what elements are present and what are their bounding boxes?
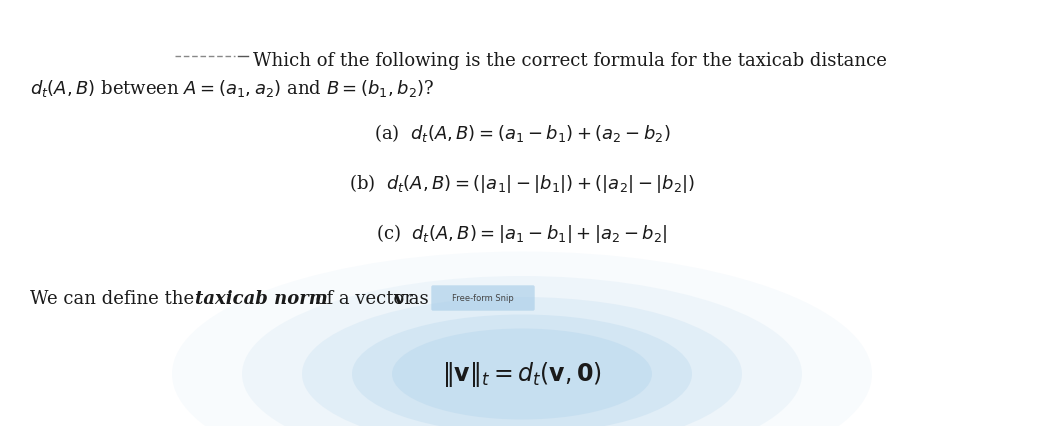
- Ellipse shape: [242, 276, 802, 426]
- Text: v: v: [393, 289, 403, 307]
- Text: (a)  $d_t(A, B) = (a_1 - b_1) + (a_2 - b_2)$: (a) $d_t(A, B) = (a_1 - b_1) + (a_2 - b_…: [373, 122, 671, 144]
- Text: of a vector: of a vector: [310, 289, 419, 307]
- FancyBboxPatch shape: [432, 286, 534, 310]
- Text: Free-form Snip: Free-form Snip: [452, 294, 514, 303]
- Text: $d_t(A, B)$ between $A = (a_1, a_2)$ and $B = (b_1, b_2)$?: $d_t(A, B)$ between $A = (a_1, a_2)$ and…: [30, 78, 435, 99]
- Text: $\|\mathbf{v}\|_t = d_t(\mathbf{v}, \mathbf{0})$: $\|\mathbf{v}\|_t = d_t(\mathbf{v}, \mat…: [442, 360, 602, 389]
- Text: We can define the: We can define the: [30, 289, 200, 307]
- Ellipse shape: [392, 329, 652, 420]
- Ellipse shape: [352, 315, 692, 426]
- Ellipse shape: [302, 297, 742, 426]
- Text: taxicab norm: taxicab norm: [195, 289, 328, 307]
- Text: (b)  $d_t(A, B) = (|a_1| - |b_1|) + (|a_2| - |b_2|)$: (b) $d_t(A, B) = (|a_1| - |b_1|) + (|a_2…: [349, 172, 695, 195]
- Text: (c)  $d_t(A, B) = |a_1 - b_1| + |a_2 - b_2|$: (c) $d_t(A, B) = |a_1 - b_1| + |a_2 - b_…: [376, 222, 668, 245]
- Text: as: as: [403, 289, 428, 307]
- Text: Which of the following is the correct formula for the taxicab distance: Which of the following is the correct fo…: [253, 52, 887, 70]
- Ellipse shape: [172, 252, 872, 426]
